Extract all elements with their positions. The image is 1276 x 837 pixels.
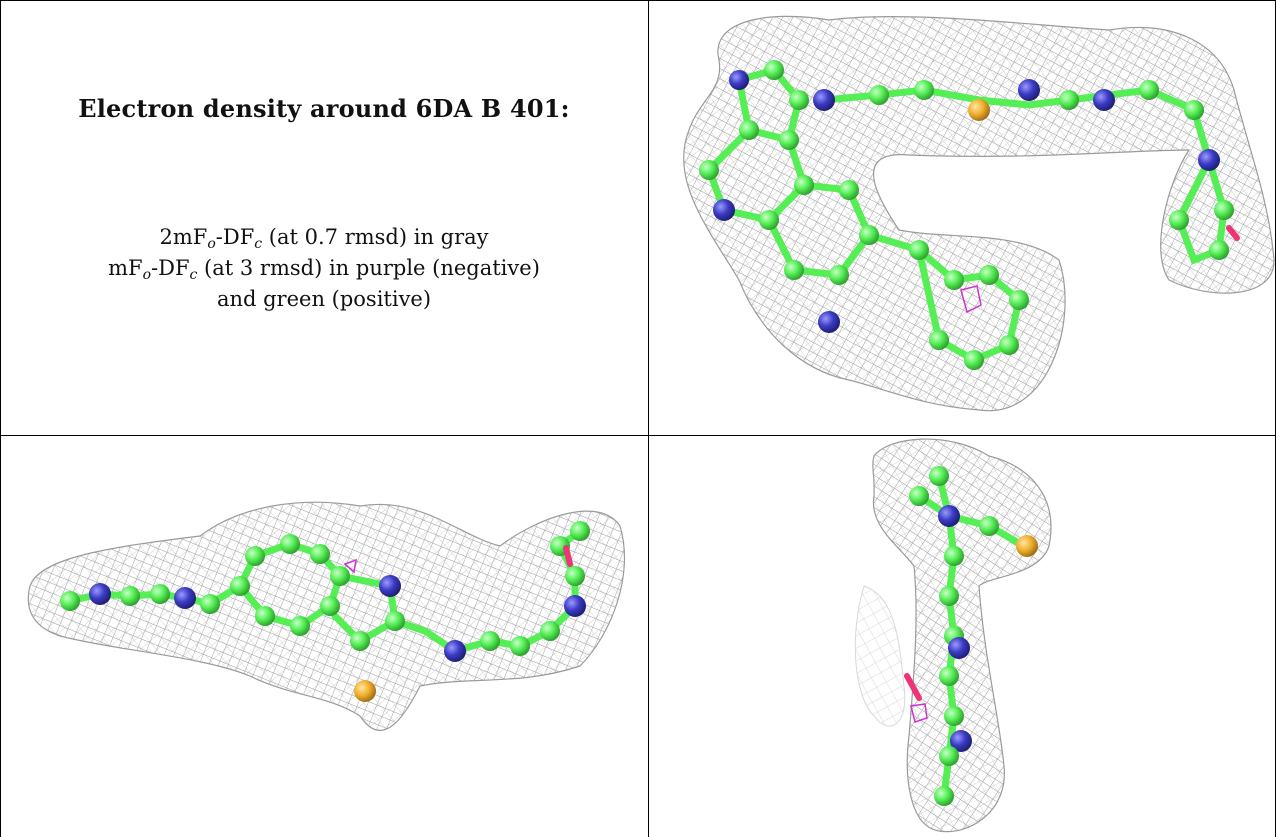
grid-line-top <box>0 0 1276 1</box>
view-top-right <box>649 0 1276 435</box>
caption-cell: Electron density around 6DA B 401: 2mFo-… <box>0 0 648 435</box>
atoms <box>699 60 1234 370</box>
negative-density-blob <box>960 285 982 314</box>
figure-title: Electron density around 6DA B 401: <box>78 94 570 123</box>
legend-line-green: and green (positive) <box>216 287 432 311</box>
molecule-view-3 <box>854 438 1052 833</box>
grid-line-left <box>0 0 1 837</box>
grid-line-middle <box>0 435 1276 436</box>
legend-line-gray: 2mFo-DFc (at 0.7 rmsd) in gray <box>159 225 489 252</box>
molecule-view-2 <box>27 501 626 731</box>
legend-line-purple: mFo-DFc (at 3 rmsd) in purple (negative) <box>108 256 540 283</box>
grid-line-center <box>648 0 649 837</box>
view-bottom-right <box>649 436 1276 837</box>
figure-description: 2mFo-DFc (at 0.7 rmsd) in gray mFo-DFc (… <box>0 222 648 315</box>
view-bottom-left <box>0 436 648 837</box>
molecule-view-1 <box>683 15 1275 412</box>
